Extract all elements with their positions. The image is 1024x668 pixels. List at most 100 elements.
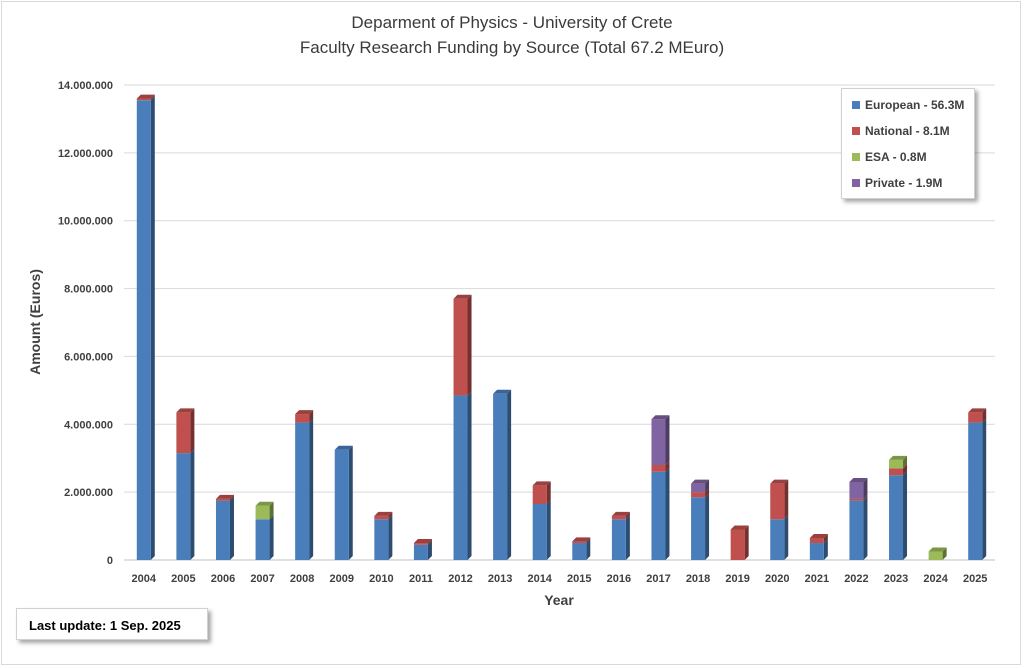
bar-top-2025 [968, 408, 987, 413]
bar-side-2006-0 [229, 496, 234, 560]
bar-side-2008-1 [309, 410, 314, 423]
x-axis-title: Year [544, 592, 574, 608]
legend-item-national: National - 8.1M [852, 123, 950, 139]
bar-side-2004-0 [150, 96, 155, 561]
bar-side-2012-0 [467, 391, 472, 560]
bar-top-2006 [215, 494, 234, 499]
bar-2015-1 [572, 541, 587, 544]
bar-side-2016-1 [625, 511, 630, 520]
bar-2023-2 [889, 459, 904, 469]
bar-2016-0 [611, 519, 626, 560]
bar-side-2009-0 [348, 445, 353, 560]
bar-side-2016-0 [625, 515, 630, 560]
legend-label-national: National - 8.1M [865, 124, 950, 138]
y-tick-label: 10.000.000 [58, 216, 113, 228]
x-tick-label: 2022 [844, 573, 868, 585]
bar-side-2021-1 [823, 533, 828, 544]
last-update-box: Last update: 1 Sep. 2025 [16, 608, 208, 640]
bar-side-2005-0 [190, 449, 195, 560]
bar-side-2007-0 [269, 515, 274, 560]
bar-top-2020 [770, 479, 789, 484]
y-tick-label: 0 [107, 555, 113, 567]
y-tick-label: 2.000.000 [64, 487, 113, 499]
bar-side-2020-0 [784, 515, 789, 560]
last-update-label: Last update: 1 Sep. 2025 [29, 618, 181, 633]
bar-side-2011-1 [427, 539, 432, 545]
bar-side-2007-2 [269, 501, 274, 520]
x-tick-label: 2008 [290, 573, 314, 585]
legend-swatch-private [852, 179, 860, 187]
bar-top-2016 [611, 511, 630, 516]
bar-2007-2 [255, 505, 270, 520]
bar-2004-0 [136, 100, 151, 561]
bar-2010-1 [374, 515, 389, 520]
legend-swatch-national [852, 127, 860, 135]
x-tick-label: 2016 [607, 573, 631, 585]
bar-side-2020-1 [784, 479, 789, 520]
x-tick-label: 2015 [567, 573, 591, 585]
bar-2010-0 [374, 519, 389, 560]
chart-title: Deparment of Physics - University of Cre… [351, 13, 673, 32]
bar-2014-0 [532, 504, 547, 560]
chart-subtitle: Faculty Research Funding by Source (Tota… [299, 38, 725, 57]
x-tick-label: 2024 [923, 573, 948, 585]
bar-side-2017-0 [665, 467, 670, 560]
bar-top-2024 [928, 547, 947, 552]
bar-2014-1 [532, 485, 547, 505]
x-tick-label: 2012 [448, 573, 472, 585]
x-tick-label: 2017 [646, 573, 670, 585]
bar-top-2017 [651, 415, 670, 420]
bar-side-2015-0 [586, 539, 591, 560]
legend-swatch-esa [852, 153, 860, 161]
bar-side-2017-1 [665, 461, 670, 472]
bar-2018-1 [691, 492, 706, 498]
y-tick-label: 4.000.000 [64, 419, 113, 431]
bar-side-2005-1 [190, 408, 195, 454]
bar-top-2011 [413, 539, 432, 544]
legend-label-esa: ESA - 0.8M [865, 150, 927, 164]
bar-top-2013 [493, 389, 512, 394]
x-tick-label: 2011 [409, 573, 433, 585]
legend-item-esa: ESA - 0.8M [852, 149, 927, 165]
legend: European - 56.3M National - 8.1M ESA - 0… [841, 88, 975, 199]
bar-side-2023-1 [903, 464, 908, 476]
bar-2008-0 [295, 422, 310, 560]
y-tick-label: 6.000.000 [64, 351, 113, 363]
bar-side-2018-1 [705, 488, 710, 498]
bar-side-2024-2 [942, 547, 947, 560]
y-tick-label: 14.000.000 [58, 80, 113, 92]
bar-2013-0 [493, 393, 508, 560]
bar-2015-0 [572, 543, 587, 560]
x-tick-label: 2013 [488, 573, 512, 585]
bar-2022-3 [849, 481, 864, 499]
bar-2012-1 [453, 298, 468, 396]
bar-2006-0 [215, 500, 230, 560]
x-tick-label: 2021 [805, 573, 829, 585]
bar-top-2023 [889, 455, 908, 460]
bar-side-2014-1 [546, 481, 551, 505]
bar-side-2017-3 [665, 415, 670, 465]
bar-side-2010-1 [388, 511, 393, 520]
y-tick-label: 8.000.000 [64, 284, 113, 296]
bar-2025-0 [968, 422, 983, 560]
bar-side-2010-0 [388, 515, 393, 560]
bar-2008-1 [295, 414, 310, 423]
x-tick-label: 2018 [686, 573, 710, 585]
bar-side-2004-1 [150, 94, 155, 101]
legend-label-private: Private - 1.9M [865, 176, 943, 190]
bar-2005-1 [176, 412, 191, 454]
bar-2024-2 [928, 551, 943, 560]
bar-2004-1 [136, 98, 151, 101]
bar-side-2019-1 [744, 525, 749, 560]
bar-side-2006-1 [229, 494, 234, 501]
legend-label-european: European - 56.3M [865, 98, 965, 112]
bar-2023-0 [889, 475, 904, 560]
bar-top-2018 [691, 479, 710, 484]
bar-2009-0 [334, 449, 349, 560]
bar-2021-0 [809, 543, 824, 560]
bar-2019-1 [730, 529, 745, 560]
bar-top-2008 [295, 410, 314, 415]
bar-2022-0 [849, 500, 864, 560]
